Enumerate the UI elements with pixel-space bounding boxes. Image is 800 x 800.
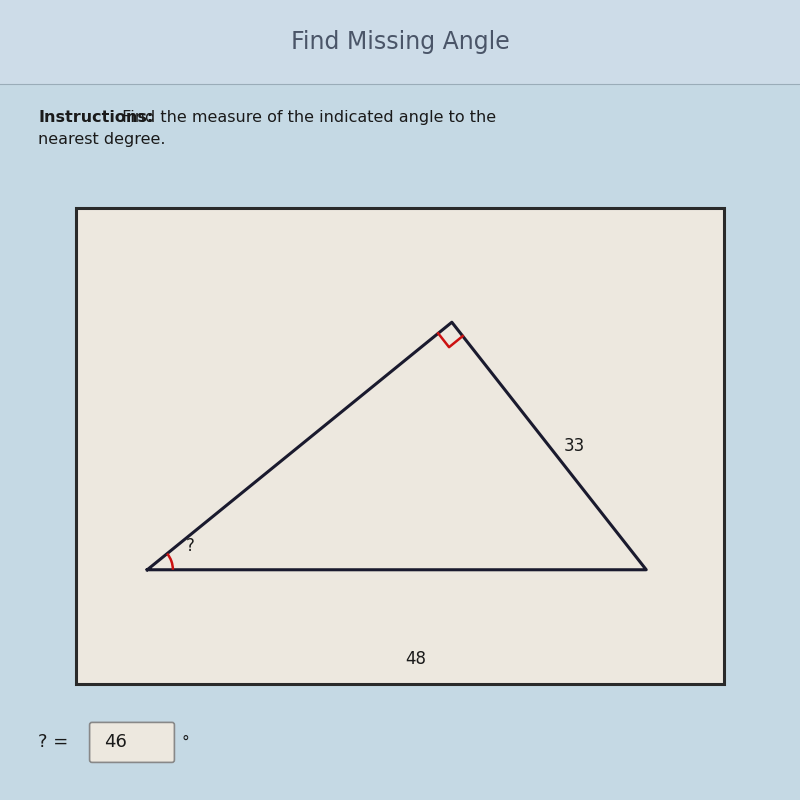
Text: Find the measure of the indicated angle to the: Find the measure of the indicated angle … bbox=[117, 110, 496, 126]
Text: Instructions:: Instructions: bbox=[38, 110, 154, 126]
Text: Find Missing Angle: Find Missing Angle bbox=[290, 30, 510, 54]
Text: ?: ? bbox=[186, 538, 194, 555]
Text: 46: 46 bbox=[104, 734, 127, 751]
Text: °: ° bbox=[182, 735, 190, 750]
Text: ? =: ? = bbox=[38, 734, 69, 751]
Bar bbox=[76, 208, 724, 684]
Bar bbox=[0, 0, 800, 84]
Text: nearest degree.: nearest degree. bbox=[38, 132, 166, 147]
FancyBboxPatch shape bbox=[90, 722, 174, 762]
Text: 48: 48 bbox=[405, 650, 426, 668]
Text: 33: 33 bbox=[563, 437, 585, 455]
